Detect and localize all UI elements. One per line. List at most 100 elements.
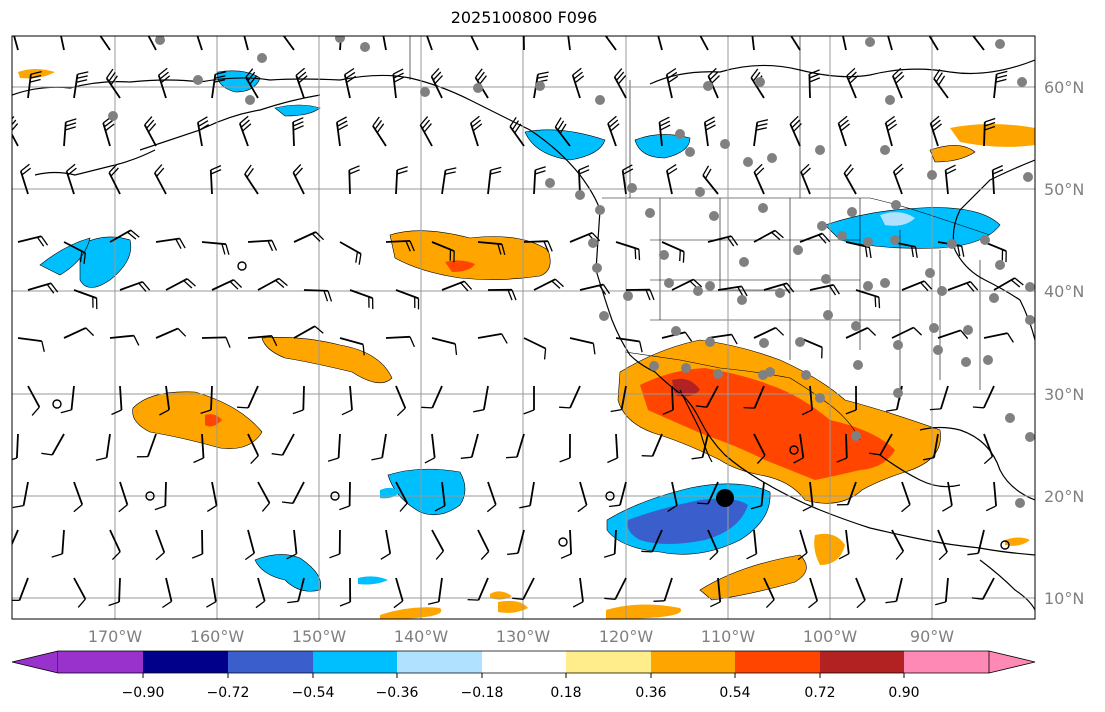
wind-barb-feather xyxy=(383,29,392,35)
station-dot-icon xyxy=(927,170,937,180)
wind-barb-feather xyxy=(175,238,182,250)
wind-barb-feather xyxy=(0,551,8,552)
wind-barb xyxy=(578,169,581,195)
station-dot-icon xyxy=(1025,315,1035,325)
wind-barb xyxy=(937,529,948,553)
wind-barb xyxy=(799,433,805,458)
wind-barb xyxy=(211,481,218,506)
wind-barb-feather xyxy=(108,72,116,82)
wind-barb-feather xyxy=(972,406,984,409)
colorbar-segment xyxy=(58,651,143,673)
wind-barb xyxy=(431,241,455,252)
wind-barb xyxy=(17,235,42,243)
wind-barb xyxy=(707,529,719,553)
wind-barb-feather xyxy=(730,235,739,246)
wind-barb-feather xyxy=(938,75,946,86)
calm-circles xyxy=(52,261,1010,550)
wind-barb-feather xyxy=(887,123,898,132)
station-dot-icon xyxy=(863,281,873,291)
station-dot-icon xyxy=(865,37,875,47)
colorbar-extend-low xyxy=(11,650,59,674)
wind-barb-feather xyxy=(704,120,716,127)
wind-barb-feather xyxy=(100,36,103,38)
wind-barb-feather xyxy=(147,24,154,32)
wind-barb-feather xyxy=(639,341,643,353)
wind-barb xyxy=(699,36,709,51)
wind-barb-feather xyxy=(191,553,203,559)
wind-barb-feather xyxy=(607,115,617,124)
wind-barb xyxy=(382,36,387,51)
wind-barb xyxy=(395,385,407,409)
colorbar-ticks xyxy=(142,673,905,678)
station-dot-icon xyxy=(420,87,430,97)
wind-barb xyxy=(18,577,29,601)
wind-barb-feather xyxy=(280,21,286,30)
wind-barb-feather xyxy=(511,120,520,131)
wind-barb-feather xyxy=(984,121,996,127)
wind-barb-feather xyxy=(374,120,383,130)
wind-barb-feather xyxy=(787,21,794,30)
wind-barb xyxy=(196,36,203,51)
wind-barb xyxy=(73,481,84,505)
wind-barb xyxy=(282,36,295,51)
wind-barb-feather xyxy=(775,327,785,336)
wind-barb-feather xyxy=(396,170,408,175)
wind-barb xyxy=(651,529,663,553)
wind-barb xyxy=(604,36,617,51)
station-dot-icon xyxy=(743,157,753,167)
wind-barb-feather xyxy=(355,251,359,263)
wind-barb-feather xyxy=(130,229,140,238)
wind-barb-feather xyxy=(344,67,355,76)
wind-barb-feather xyxy=(867,327,877,336)
wind-barb-feather xyxy=(591,232,601,242)
lon-label: 140°W xyxy=(394,627,449,646)
station-dot-icon xyxy=(599,311,609,321)
wind-barb-feather xyxy=(244,552,255,561)
wind-barb xyxy=(993,74,998,99)
wind-barb-feather xyxy=(893,71,903,80)
wind-barb-feather xyxy=(105,123,115,132)
wind-barb xyxy=(619,481,627,506)
station-dot-icon xyxy=(989,293,999,303)
wind-barb xyxy=(940,385,949,410)
wind-barb-feather xyxy=(434,505,446,512)
wind-barb-feather xyxy=(246,168,254,178)
station-dot-icon xyxy=(980,235,990,245)
positive-anomaly-regions xyxy=(18,69,1035,619)
wind-barb-feather xyxy=(885,115,895,124)
wind-barb-feather xyxy=(622,168,634,175)
colorbar-segment xyxy=(820,651,904,673)
wind-barb-feather xyxy=(751,21,761,26)
wind-barb-feather xyxy=(186,278,196,287)
wind-barb-feather xyxy=(329,553,340,559)
wind-barb-feather xyxy=(250,455,259,465)
station-dot-icon xyxy=(937,286,947,296)
wind-barb-feather xyxy=(297,71,307,80)
station-dot-icon xyxy=(1017,77,1027,87)
colorbar-segment xyxy=(228,651,313,673)
wind-barb xyxy=(753,433,766,456)
wind-barb-feather xyxy=(133,335,140,346)
wind-barb xyxy=(487,481,497,505)
wind-barb-feather xyxy=(198,120,209,127)
wind-barb-feather xyxy=(490,170,502,175)
wind-barb-feather xyxy=(14,28,23,34)
wind-barb xyxy=(705,385,719,408)
wind-barb xyxy=(753,122,759,147)
wind-barb-feather xyxy=(467,598,479,601)
wind-barb-feather xyxy=(147,123,157,133)
colorbar-segment xyxy=(566,651,651,673)
wind-barb xyxy=(164,481,167,507)
wind-barb-feather xyxy=(843,28,852,34)
lon-label: 160°W xyxy=(190,627,245,646)
station-dot-icon xyxy=(360,42,370,52)
wind-barb-feather xyxy=(249,75,258,85)
wind-barb-feather xyxy=(177,327,187,337)
wind-barb xyxy=(665,74,673,99)
wind-barb xyxy=(431,385,443,409)
wind-barb xyxy=(567,36,571,51)
wind-barb-feather xyxy=(111,551,121,561)
wind-barb-feather xyxy=(929,408,941,411)
wind-barb-feather xyxy=(311,233,321,242)
wind-barb-feather xyxy=(604,25,610,34)
